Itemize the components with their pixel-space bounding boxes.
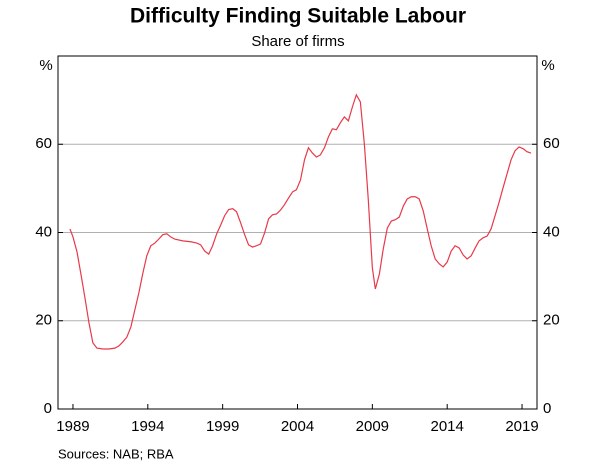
x-tick-label: 2004 — [281, 418, 314, 435]
x-tick-label: 2009 — [356, 418, 389, 435]
y-tick-label: 60 — [35, 135, 52, 152]
y2-tick-label: 0 — [543, 400, 551, 417]
x-tick-label: 1989 — [56, 418, 89, 435]
y2-axis-unit: % — [541, 57, 554, 74]
x-tick-label: 2014 — [431, 418, 464, 435]
chart-title: Difficulty Finding Suitable Labour — [130, 5, 466, 28]
y2-tick-label: 40 — [543, 223, 560, 240]
y-tick-label: 40 — [35, 223, 52, 240]
y2-tick-label: 60 — [543, 135, 560, 152]
sources-note: Sources: NAB; RBA — [58, 446, 174, 461]
y-tick-label: 0 — [44, 400, 52, 417]
x-tick-label: 2019 — [505, 418, 538, 435]
y-tick-label: 20 — [35, 312, 52, 329]
data-line — [69, 93, 532, 350]
chart-subtitle: Share of firms — [251, 33, 344, 50]
x-tick-label: 1994 — [131, 418, 164, 435]
y-axis-unit: % — [39, 57, 52, 74]
x-tick-label: 1999 — [206, 418, 239, 435]
y2-tick-label: 20 — [543, 312, 560, 329]
